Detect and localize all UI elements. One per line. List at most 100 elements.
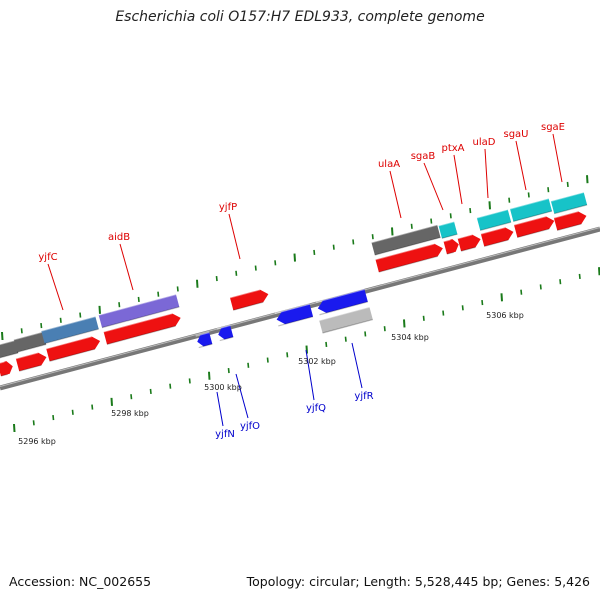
tick-upper [40, 322, 43, 329]
gene-label-ulaA-leader [389, 170, 402, 219]
tick-upper [98, 305, 101, 314]
gene-label-yjfP: yjfP [219, 202, 237, 213]
gene-label-yjfQ: yjfQ [306, 403, 326, 414]
tick-upper [566, 181, 569, 188]
gene-label-yjfQ-leader [305, 349, 315, 401]
tick-upper [157, 291, 160, 297]
gene-red-forward [0, 360, 13, 377]
tick-lower [403, 319, 406, 328]
tick-lower [71, 409, 74, 415]
tick-upper [59, 317, 62, 323]
tick-lower [52, 414, 55, 421]
tick-lower [598, 267, 600, 276]
tick-lower [364, 331, 367, 337]
gene-label-ulaD: ulaD [473, 137, 496, 148]
scale-label: 5306 kbp [486, 311, 524, 320]
tick-upper [313, 249, 316, 255]
tick-lower [247, 362, 250, 368]
tick-row-upper [1, 175, 589, 341]
tick-upper [274, 260, 277, 266]
gene-label-ulaD-leader [484, 148, 489, 199]
scale-label: 5296 kbp [18, 437, 56, 446]
tick-lower [266, 357, 269, 363]
gene-label-yjfO-leader [235, 373, 249, 419]
tick-row-lower [13, 267, 600, 433]
tick-upper [176, 286, 179, 292]
tick-lower [383, 326, 386, 332]
tick-upper [235, 270, 238, 276]
tick-upper [547, 187, 550, 193]
tick-lower [188, 378, 191, 384]
gene-label-yjfP-leader [228, 213, 241, 260]
scale-label: 5302 kbp [298, 357, 336, 366]
gene-cyan [438, 220, 458, 239]
gene-red-forward [553, 210, 587, 231]
tick-upper [488, 201, 491, 210]
tick-lower [461, 305, 464, 311]
label-leader-lines [47, 133, 563, 427]
gene-label-yjfC: yjfC [38, 252, 57, 263]
gene-label-aidB: aidB [108, 232, 130, 243]
tick-upper [449, 213, 452, 219]
gene-label-aidB-leader [119, 243, 134, 291]
tick-lower [539, 284, 542, 290]
gene-label-ulaA: ulaA [378, 159, 400, 170]
tick-lower [344, 336, 347, 342]
gene-blue-reverse [315, 288, 368, 316]
tick-lower [13, 423, 16, 433]
tick-upper [508, 197, 511, 203]
tick-lower [227, 367, 230, 374]
gene-label-yjfR-leader [351, 342, 363, 389]
tick-lower [32, 420, 35, 426]
gene-cyan [550, 191, 588, 215]
gene-blue-reverse [195, 331, 213, 349]
gene-red-forward [457, 233, 481, 252]
gene-labels: yjfC aidB yjfP ulaA sgaB ptxA ulaD sgaU sgaE yjfN… [38, 122, 565, 440]
tick-upper [430, 218, 433, 224]
tick-upper [469, 208, 472, 214]
tick-lower [500, 293, 503, 302]
gene-label-sgaE-leader [552, 133, 563, 183]
gene-cyan [476, 208, 512, 231]
gene-label-yjfN-leader [216, 391, 224, 427]
tick-lower [208, 371, 211, 380]
gene-blue-reverse [274, 303, 314, 327]
scale-label: 5304 kbp [391, 333, 429, 342]
gene-label-sgaU: sgaU [503, 129, 528, 140]
tick-upper [410, 223, 413, 229]
tick-lower [559, 279, 562, 285]
tick-lower [481, 300, 484, 306]
tick-lower [422, 315, 425, 321]
tick-lower [110, 397, 113, 406]
tick-upper [527, 192, 530, 198]
gene-label-ptxA-leader [453, 154, 463, 205]
tick-lower [442, 310, 445, 316]
gene-label-sgaU-leader [515, 140, 527, 191]
gene-red-forward [229, 288, 269, 311]
tick-upper [293, 253, 296, 262]
gene-grey [371, 224, 441, 256]
scale-label: 5298 kbp [111, 409, 149, 418]
gene-label-yjfO: yjfO [240, 421, 260, 432]
tick-upper [1, 331, 4, 341]
gene-grey [13, 331, 47, 353]
tick-lower [286, 352, 289, 358]
gene-red-forward [443, 238, 459, 255]
gene-red-forward [480, 226, 514, 247]
tick-upper [391, 227, 394, 236]
tick-upper [254, 265, 257, 271]
tick-upper [332, 244, 335, 250]
gene-lightgrey [319, 306, 373, 334]
tick-upper [196, 279, 199, 288]
gene-grey [0, 339, 19, 361]
tick-lower [91, 404, 94, 410]
tick-lower [520, 289, 523, 295]
gene-steelblue [41, 315, 99, 345]
tick-upper [586, 175, 589, 184]
gene-blue-reverse [216, 324, 234, 342]
tick-lower [305, 345, 308, 354]
tick-upper [371, 234, 374, 240]
gene-label-sgaB: sgaB [411, 151, 436, 162]
